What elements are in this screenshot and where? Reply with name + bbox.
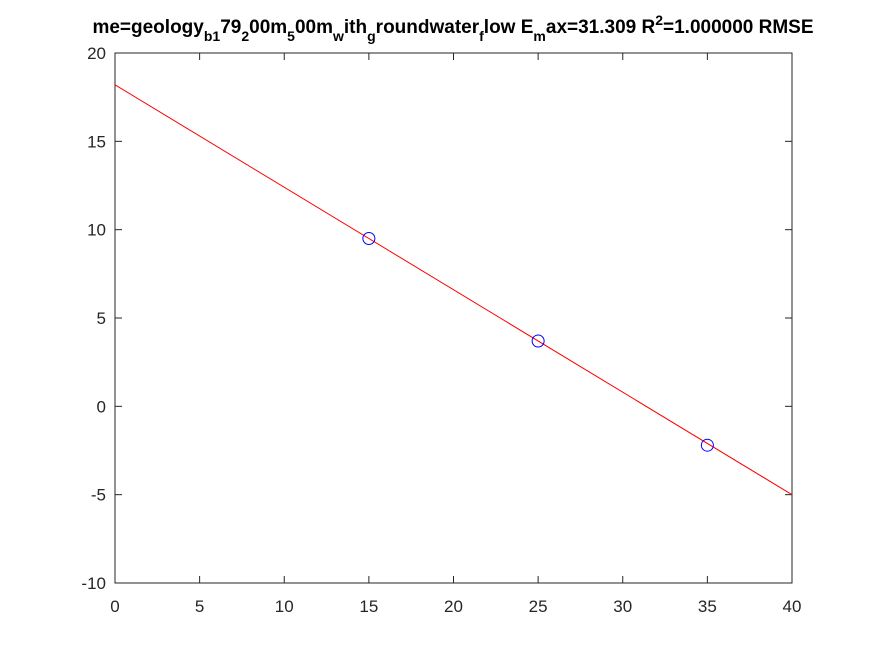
fit-line: [114, 84, 793, 496]
x-tick-label: 5: [195, 597, 204, 616]
chart-title-segment: low E: [484, 17, 534, 38]
y-tick-label: -5: [91, 486, 106, 505]
y-tick-label: 0: [97, 397, 106, 416]
chart-title-segment: 79: [220, 17, 241, 38]
y-tick-label: 20: [87, 44, 106, 63]
chart-title-segment: roundwater: [376, 17, 480, 38]
chart-title-segment: m: [533, 28, 545, 44]
x-tick-label: 0: [110, 597, 119, 616]
chart-title-segment: w: [332, 28, 344, 44]
y-axis-tick-labels: -10 -5 0 5 10 15 20: [81, 44, 106, 593]
x-tick-label: 25: [529, 597, 548, 616]
chart-title-segment: 00m: [249, 17, 287, 38]
x-tick-label: 10: [275, 597, 294, 616]
chart-title-segment: 00m: [295, 17, 333, 38]
x-axis-tick-labels: 0 5 10 15 20 25 30 35 40: [110, 597, 801, 616]
y-tick-label: 10: [87, 221, 106, 240]
chart-title-segment: ith: [344, 17, 367, 38]
chart-title-segment: 5: [287, 28, 295, 44]
y-tick-label: 15: [87, 132, 106, 151]
series-layer: [114, 84, 793, 496]
chart-title-segment: ax=31.309 R: [546, 17, 656, 38]
x-axis-ticks: [114, 53, 793, 583]
chart-title-segment: g: [367, 28, 376, 44]
chart-title-segment: f: [479, 28, 484, 44]
x-tick-label: 40: [783, 597, 802, 616]
x-tick-label: 35: [698, 597, 717, 616]
x-tick-label: 15: [359, 597, 378, 616]
x-tick-label: 30: [613, 597, 632, 616]
chart-title: me=geologyb179200m500mwithgroundwaterflo…: [92, 12, 813, 44]
y-tick-label: -10: [81, 574, 106, 593]
chart-title-segment: =1.000000 RMSE: [663, 17, 814, 38]
data-point: [700, 438, 714, 452]
chart-title-segment: 2: [241, 28, 249, 44]
y-axis-ticks: [115, 52, 792, 584]
chart-title-segment: me=geology: [92, 17, 204, 38]
chart-title-segment: b1: [204, 28, 221, 44]
data-point: [362, 232, 376, 245]
y-tick-label: 5: [97, 309, 106, 328]
plot-area: [114, 52, 793, 584]
chart-title-segment: 2: [655, 12, 663, 28]
x-tick-label: 20: [444, 597, 463, 616]
data-point: [531, 334, 545, 348]
